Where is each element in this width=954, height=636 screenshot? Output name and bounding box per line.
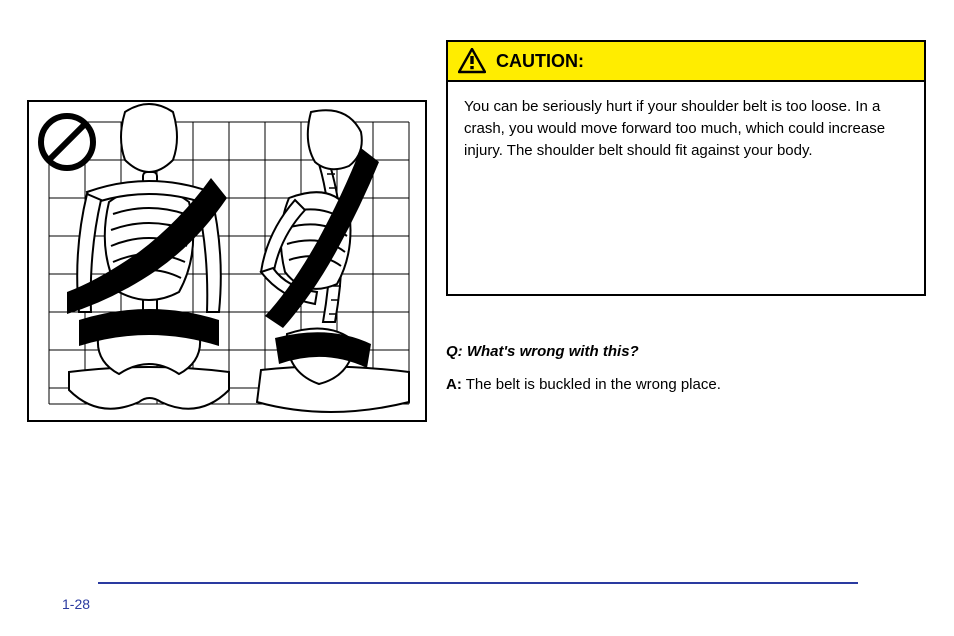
caution-body-text: You can be seriously hurt if your should… [448,82,924,294]
caution-label: CAUTION: [496,51,584,72]
side-skeleton [257,110,409,412]
qa-block: Q: What's wrong with this? A: The belt i… [446,340,926,397]
caution-box: CAUTION: You can be seriously hurt if yo… [446,40,926,296]
illustration-svg [29,102,429,424]
qa-answer: A: The belt is buckled in the wrong plac… [446,373,926,396]
qa-answer-text: The belt is buckled in the wrong place. [462,376,721,393]
seatbelt-illustration [27,100,427,422]
qa-answer-label: A: [446,376,462,393]
prohibit-icon [41,116,93,168]
caution-header: CAUTION: [448,42,924,82]
qa-question: Q: What's wrong with this? [446,340,926,363]
footer-rule [98,582,858,584]
warning-triangle-icon [458,48,486,74]
page-number: 1-28 [62,596,90,612]
page-root: CAUTION: You can be seriously hurt if yo… [0,0,954,636]
